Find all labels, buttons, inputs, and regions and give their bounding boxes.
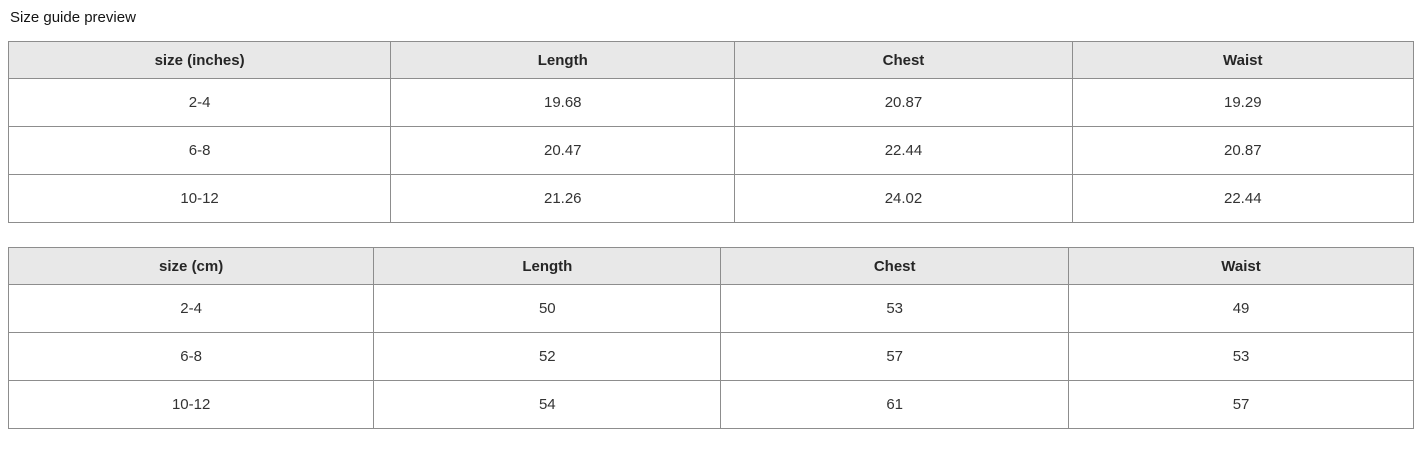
- chest-cell: 57: [720, 332, 1070, 381]
- table-row: 10-12 21.26 24.02 22.44: [7, 174, 1415, 223]
- size-cell: 10-12: [7, 174, 392, 223]
- column-header-chest: Chest: [734, 41, 1073, 79]
- length-cell: 21.26: [390, 174, 736, 223]
- length-cell: 50: [373, 284, 722, 333]
- waist-cell: 53: [1068, 332, 1414, 381]
- column-header-chest: Chest: [720, 247, 1070, 285]
- table-row: 6-8 52 57 53: [7, 332, 1414, 381]
- size-guide-table-cm: size (cm) Length Chest Waist 2-4 50 53 4…: [7, 247, 1414, 429]
- column-header-length: Length: [373, 247, 722, 285]
- size-cell: 6-8: [7, 126, 392, 175]
- chest-cell: 24.02: [734, 174, 1073, 223]
- size-cell: 10-12: [7, 380, 375, 429]
- chest-cell: 20.87: [734, 78, 1073, 127]
- size-guide-table-inches: size (inches) Length Chest Waist 2-4 19.…: [7, 41, 1415, 223]
- table-row: 2-4 50 53 49: [7, 284, 1414, 333]
- chest-cell: 53: [720, 284, 1070, 333]
- table-row: 2-4 19.68 20.87 19.29: [7, 78, 1415, 127]
- length-cell: 19.68: [390, 78, 736, 127]
- length-cell: 52: [373, 332, 722, 381]
- waist-cell: 19.29: [1071, 78, 1415, 127]
- size-cell: 2-4: [7, 78, 392, 127]
- waist-cell: 20.87: [1071, 126, 1415, 175]
- table-row: 6-8 20.47 22.44 20.87: [7, 126, 1415, 175]
- column-header-size: size (cm): [7, 247, 375, 285]
- length-cell: 54: [373, 380, 722, 429]
- chest-cell: 61: [720, 380, 1070, 429]
- table-header-row: size (inches) Length Chest Waist: [7, 41, 1415, 79]
- waist-cell: 22.44: [1071, 174, 1415, 223]
- waist-cell: 49: [1068, 284, 1414, 333]
- length-cell: 20.47: [390, 126, 736, 175]
- chest-cell: 22.44: [734, 126, 1073, 175]
- size-cell: 6-8: [7, 332, 375, 381]
- size-cell: 2-4: [7, 284, 375, 333]
- column-header-size: size (inches): [7, 41, 392, 79]
- page-title: Size guide preview: [10, 9, 136, 26]
- waist-cell: 57: [1068, 380, 1414, 429]
- table-header-row: size (cm) Length Chest Waist: [7, 247, 1414, 285]
- column-header-waist: Waist: [1068, 247, 1414, 285]
- column-header-length: Length: [390, 41, 736, 79]
- table-row: 10-12 54 61 57: [7, 380, 1414, 429]
- column-header-waist: Waist: [1071, 41, 1415, 79]
